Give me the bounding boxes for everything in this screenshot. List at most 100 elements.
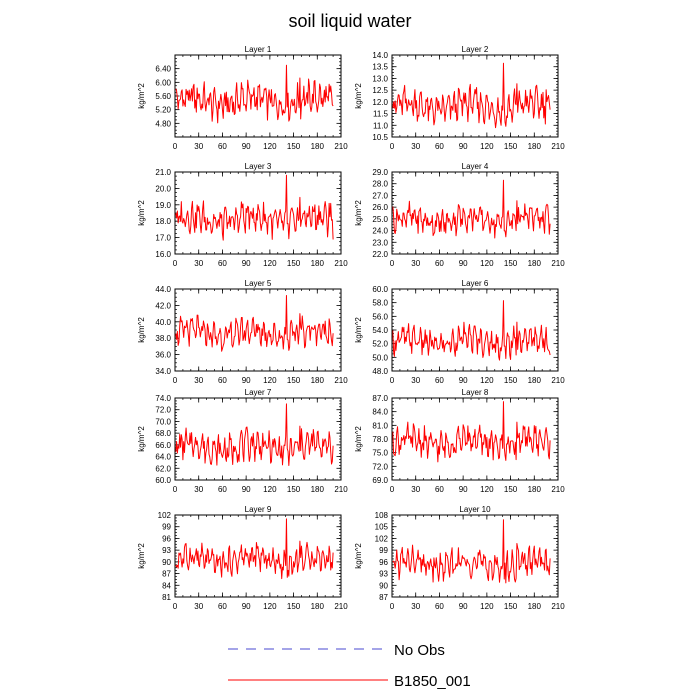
x-tick-label: 210 (551, 142, 565, 151)
y-tick-label: 5.60 (155, 92, 171, 101)
panel-layer-2: Layer 2 kg/m^2 0 30 60 90 120 150 180 210 10.5 11.0… (354, 45, 565, 151)
x-tick-label: 0 (390, 259, 395, 268)
y-tick-label: 75.0 (372, 449, 388, 458)
x-tick-label: 0 (173, 142, 178, 151)
x-tick-label: 210 (334, 259, 348, 268)
x-tick-label: 180 (528, 376, 542, 385)
y-tick-label: 99 (162, 523, 171, 532)
y-axis-label: kg/m^2 (354, 317, 363, 343)
y-tick-label: 24.0 (372, 227, 388, 236)
x-tick-label: 0 (173, 376, 178, 385)
y-tick-label: 66.0 (155, 441, 171, 450)
panels: Layer 1 kg/m^2 0 30 60 90 120 150 180 210 4.80 5.20… (137, 45, 565, 611)
x-tick-label: 0 (390, 602, 395, 611)
x-tick-label: 150 (287, 376, 301, 385)
x-tick-label: 120 (480, 142, 494, 151)
x-tick-label: 0 (173, 485, 178, 494)
y-tick-label: 90 (162, 558, 171, 567)
x-tick-label: 90 (459, 485, 468, 494)
x-tick-label: 0 (173, 259, 178, 268)
legend-label-no-obs: No Obs (394, 642, 445, 659)
y-axis-label: kg/m^2 (354, 426, 363, 452)
y-tick-label: 58.0 (372, 299, 388, 308)
x-tick-label: 150 (504, 376, 518, 385)
panel-layer-7: Layer 7 kg/m^2 0 30 60 90 120 150 180 210 60.0 62.0… (137, 388, 348, 494)
y-tick-label: 64.0 (155, 453, 171, 462)
plot-frame (391, 288, 559, 372)
x-tick-label: 0 (390, 142, 395, 151)
y-tick-label: 72.0 (372, 462, 388, 471)
x-tick-label: 150 (504, 602, 518, 611)
y-tick-label: 38.0 (155, 334, 171, 343)
y-tick-label: 16.0 (155, 250, 171, 259)
panel-layer-4: Layer 4 kg/m^2 0 30 60 90 120 150 180 210 22.0 23.0… (354, 162, 565, 268)
x-tick-label: 210 (334, 485, 348, 494)
y-tick-label: 74.0 (155, 394, 171, 403)
x-tick-label: 60 (218, 485, 227, 494)
y-tick-label: 20.0 (155, 184, 171, 193)
x-tick-label: 90 (242, 142, 251, 151)
panel-title: Layer 6 (462, 279, 489, 288)
y-axis-label: kg/m^2 (354, 543, 363, 569)
y-axis-label: kg/m^2 (354, 200, 363, 226)
x-tick-label: 30 (194, 142, 203, 151)
y-tick-label: 87 (162, 570, 171, 579)
x-tick-label: 210 (334, 602, 348, 611)
x-tick-label: 90 (242, 485, 251, 494)
series-line (392, 401, 551, 463)
plot-frame (174, 514, 342, 598)
x-tick-label: 180 (528, 259, 542, 268)
panel-title: Layer 4 (462, 162, 489, 171)
y-tick-label: 78.0 (372, 435, 388, 444)
x-tick-label: 90 (242, 259, 251, 268)
x-tick-label: 60 (218, 259, 227, 268)
x-tick-label: 30 (194, 259, 203, 268)
x-tick-label: 180 (528, 602, 542, 611)
series-line (175, 174, 334, 241)
y-tick-label: 96 (379, 558, 388, 567)
series-line (175, 295, 334, 352)
y-tick-label: 105 (375, 523, 389, 532)
panel-layer-3: Layer 3 kg/m^2 0 30 60 90 120 150 180 210 16.0 17.0… (137, 162, 348, 268)
y-tick-label: 27.0 (372, 191, 388, 200)
x-tick-label: 120 (263, 142, 277, 151)
y-tick-label: 10.5 (372, 133, 388, 142)
x-tick-label: 60 (435, 259, 444, 268)
panel-title: Layer 10 (459, 505, 491, 514)
y-tick-label: 4.80 (155, 119, 171, 128)
y-tick-label: 29.0 (372, 168, 388, 177)
y-tick-label: 5.20 (155, 106, 171, 115)
y-tick-label: 72.0 (155, 406, 171, 415)
y-axis-label: kg/m^2 (137, 83, 146, 109)
y-tick-label: 87.0 (372, 394, 388, 403)
plot-frame (391, 54, 559, 138)
x-tick-label: 210 (334, 142, 348, 151)
panel-layer-1: Layer 1 kg/m^2 0 30 60 90 120 150 180 210 4.80 5.20… (137, 45, 348, 151)
y-tick-label: 81 (162, 593, 171, 602)
y-tick-label: 93 (379, 570, 388, 579)
x-tick-label: 30 (194, 602, 203, 611)
plot-frame (391, 514, 559, 598)
panel-layer-10: Layer 10 kg/m^2 0 30 60 90 120 150 180 210 87 90 93 9… (354, 505, 565, 611)
y-tick-label: 28.0 (372, 180, 388, 189)
x-tick-label: 60 (435, 602, 444, 611)
y-tick-label: 102 (158, 511, 172, 520)
x-tick-label: 60 (435, 376, 444, 385)
x-tick-label: 210 (334, 376, 348, 385)
y-tick-label: 84.0 (372, 408, 388, 417)
x-tick-label: 150 (504, 259, 518, 268)
y-axis-label: kg/m^2 (354, 83, 363, 109)
y-tick-label: 81.0 (372, 421, 388, 430)
x-tick-label: 210 (551, 485, 565, 494)
series-line (392, 300, 551, 361)
y-tick-label: 60.0 (372, 285, 388, 294)
series-line (175, 518, 334, 580)
x-tick-label: 30 (194, 376, 203, 385)
y-tick-label: 42.0 (155, 301, 171, 310)
panel-title: Layer 1 (245, 45, 272, 54)
plot-frame (174, 54, 342, 138)
x-tick-label: 180 (311, 602, 325, 611)
panel-title: Layer 5 (245, 279, 272, 288)
x-tick-label: 90 (459, 376, 468, 385)
x-tick-label: 0 (390, 376, 395, 385)
